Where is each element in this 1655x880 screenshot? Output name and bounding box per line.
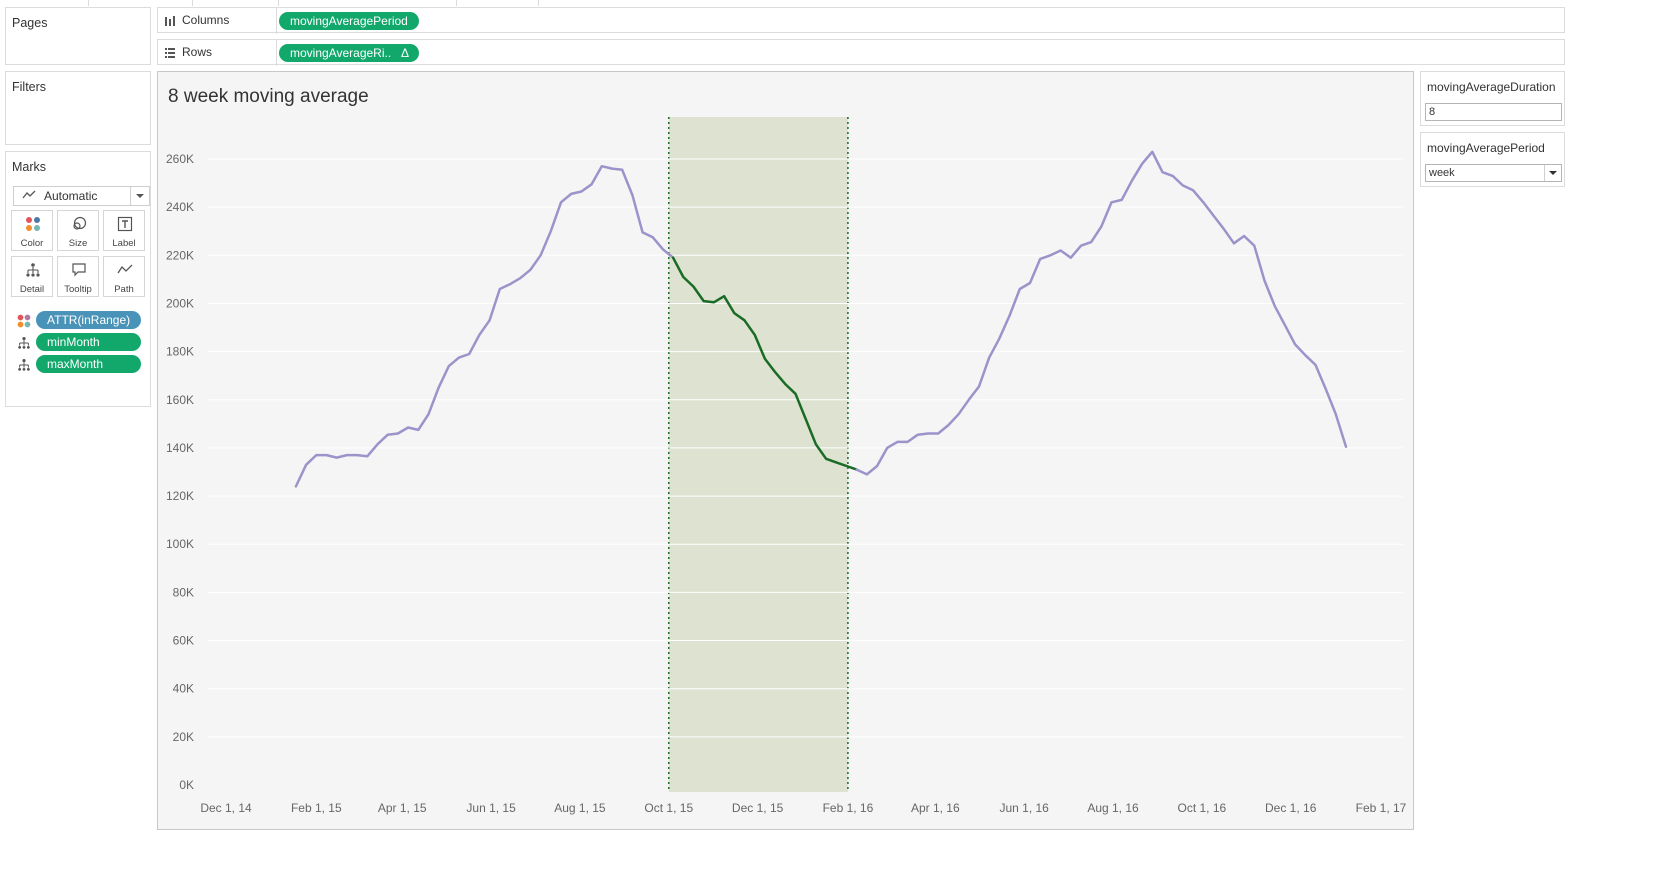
x-tick-label: Feb 1, 17 <box>1356 801 1407 815</box>
top-tab[interactable] <box>456 0 539 6</box>
line-chart[interactable]: 0K 20K 40K 60K 80K 100K 120K 140K 160K 180K 200K 22… <box>158 72 1413 829</box>
tooltip-button-label: Tooltip <box>64 284 92 295</box>
moving-average-line-segment <box>855 150 1348 476</box>
y-tick-label: 0K <box>179 778 194 792</box>
period-select-value: week <box>1429 167 1455 179</box>
x-tick-label: Dec 1, 15 <box>732 801 784 815</box>
mark-type-dropdown[interactable]: Automatic <box>13 186 150 206</box>
y-tick-label: 40K <box>173 682 194 696</box>
tooltip-button[interactable]: Tooltip <box>57 256 99 297</box>
path-button[interactable]: Path <box>103 256 145 297</box>
rows-shelf-label: Rows <box>182 45 213 59</box>
marks-card-title: Marks <box>12 160 47 174</box>
maxmonth-pill[interactable]: maxMonth <box>36 355 141 373</box>
filters-card-title: Filters <box>12 80 47 94</box>
rows-icon <box>165 48 175 58</box>
y-tick-label: 140K <box>166 441 194 455</box>
y-tick-label: 220K <box>166 248 194 262</box>
rows-shelf[interactable]: Rows movingAverageRi.. Δ <box>157 39 1565 66</box>
columns-shelf[interactable]: Columns movingAveragePeriod <box>157 7 1565 34</box>
detail-icon <box>18 359 30 371</box>
rows-pill-label: movingAverageRi.. <box>290 46 392 60</box>
delta-icon: Δ <box>400 46 409 60</box>
duration-input[interactable]: 8 <box>1425 103 1562 121</box>
period-parameter-card: movingAveragePeriod week <box>1420 132 1565 187</box>
marks-pill-row: ATTR(inRange) <box>17 311 147 331</box>
columns-shelf-label: Columns <box>182 13 230 27</box>
x-tick-label: Aug 1, 15 <box>554 801 606 815</box>
top-tab[interactable] <box>278 0 457 6</box>
detail-icon <box>18 337 30 349</box>
label-button[interactable]: Label <box>103 210 145 251</box>
y-tick-label: 200K <box>166 296 194 310</box>
size-button-label: Size <box>68 238 88 249</box>
chevron-down-icon[interactable] <box>130 187 149 205</box>
minmonth-pill[interactable]: minMonth <box>36 333 141 351</box>
detail-button[interactable]: Detail <box>11 256 53 297</box>
top-tab[interactable] <box>0 0 89 6</box>
mark-type-label: Automatic <box>44 189 98 203</box>
size-button[interactable]: Size <box>57 210 99 251</box>
y-tick-label: 60K <box>173 634 194 648</box>
moving-average-line-segment <box>294 164 675 488</box>
period-parameter-title: movingAveragePeriod <box>1427 141 1545 155</box>
filters-card[interactable]: Filters <box>5 71 151 145</box>
x-tick-label: Dec 1, 14 <box>200 801 252 815</box>
path-icon <box>117 264 133 274</box>
pages-card[interactable]: Pages <box>5 7 151 65</box>
x-tick-label: Apr 1, 15 <box>378 801 427 815</box>
y-tick-label: 20K <box>173 730 194 744</box>
period-select[interactable]: week <box>1425 164 1562 182</box>
detail-button-label: Detail <box>19 284 45 295</box>
chart-view[interactable]: 8 week moving average 0K 20K 40K 60K 80K 100K… <box>157 71 1414 830</box>
x-tick-label: Dec 1, 16 <box>1265 801 1317 815</box>
x-tick-label: Jun 1, 16 <box>999 801 1049 815</box>
x-tick-label: Aug 1, 16 <box>1087 801 1139 815</box>
moving-average-line-segment <box>671 256 858 471</box>
color-button-label: Color <box>20 238 44 249</box>
chevron-down-icon[interactable] <box>1544 165 1561 181</box>
y-tick-label: 80K <box>173 585 194 599</box>
top-tab[interactable] <box>192 0 279 6</box>
y-tick-label: 160K <box>166 393 194 407</box>
label-icon <box>117 216 133 232</box>
highlight-band <box>668 117 848 792</box>
detail-icon <box>26 263 40 277</box>
x-tick-label: Apr 1, 16 <box>911 801 960 815</box>
label-button-label: Label <box>112 238 136 249</box>
columns-pill[interactable]: movingAveragePeriod <box>279 12 419 30</box>
x-tick-label: Feb 1, 15 <box>291 801 342 815</box>
attr-inrange-pill[interactable]: ATTR(inRange) <box>36 311 141 329</box>
color-button[interactable]: Color <box>11 210 53 251</box>
rows-pill[interactable]: movingAverageRi.. Δ <box>279 44 419 62</box>
shelf-divider <box>276 8 277 34</box>
y-tick-label: 180K <box>166 345 194 359</box>
color-icon <box>17 314 31 328</box>
line-mark-icon <box>22 190 36 199</box>
y-tick-label: 100K <box>166 537 194 551</box>
shelf-divider <box>276 40 277 66</box>
duration-parameter-card: movingAverageDuration 8 <box>1420 71 1565 126</box>
marks-pill-row: maxMonth <box>17 355 147 375</box>
x-tick-label: Feb 1, 16 <box>823 801 874 815</box>
y-tick-label: 260K <box>166 152 194 166</box>
size-icon <box>73 216 87 230</box>
x-tick-label: Oct 1, 16 <box>1177 801 1226 815</box>
duration-parameter-title: movingAverageDuration <box>1427 80 1556 94</box>
pages-card-title: Pages <box>12 16 48 30</box>
marks-card: Marks Automatic Color Size Label <box>5 151 151 407</box>
y-tick-label: 120K <box>166 489 194 503</box>
marks-pill-row: minMonth <box>17 333 147 353</box>
top-tab-strip <box>0 0 1655 6</box>
tooltip-icon <box>72 263 86 277</box>
y-tick-label: 240K <box>166 200 194 214</box>
path-button-label: Path <box>114 284 134 295</box>
columns-icon <box>165 16 175 26</box>
top-tab[interactable] <box>88 0 193 6</box>
x-tick-label: Jun 1, 15 <box>466 801 516 815</box>
x-tick-label: Oct 1, 15 <box>644 801 693 815</box>
color-icon <box>26 217 40 231</box>
chart-title: 8 week moving average <box>168 86 369 107</box>
